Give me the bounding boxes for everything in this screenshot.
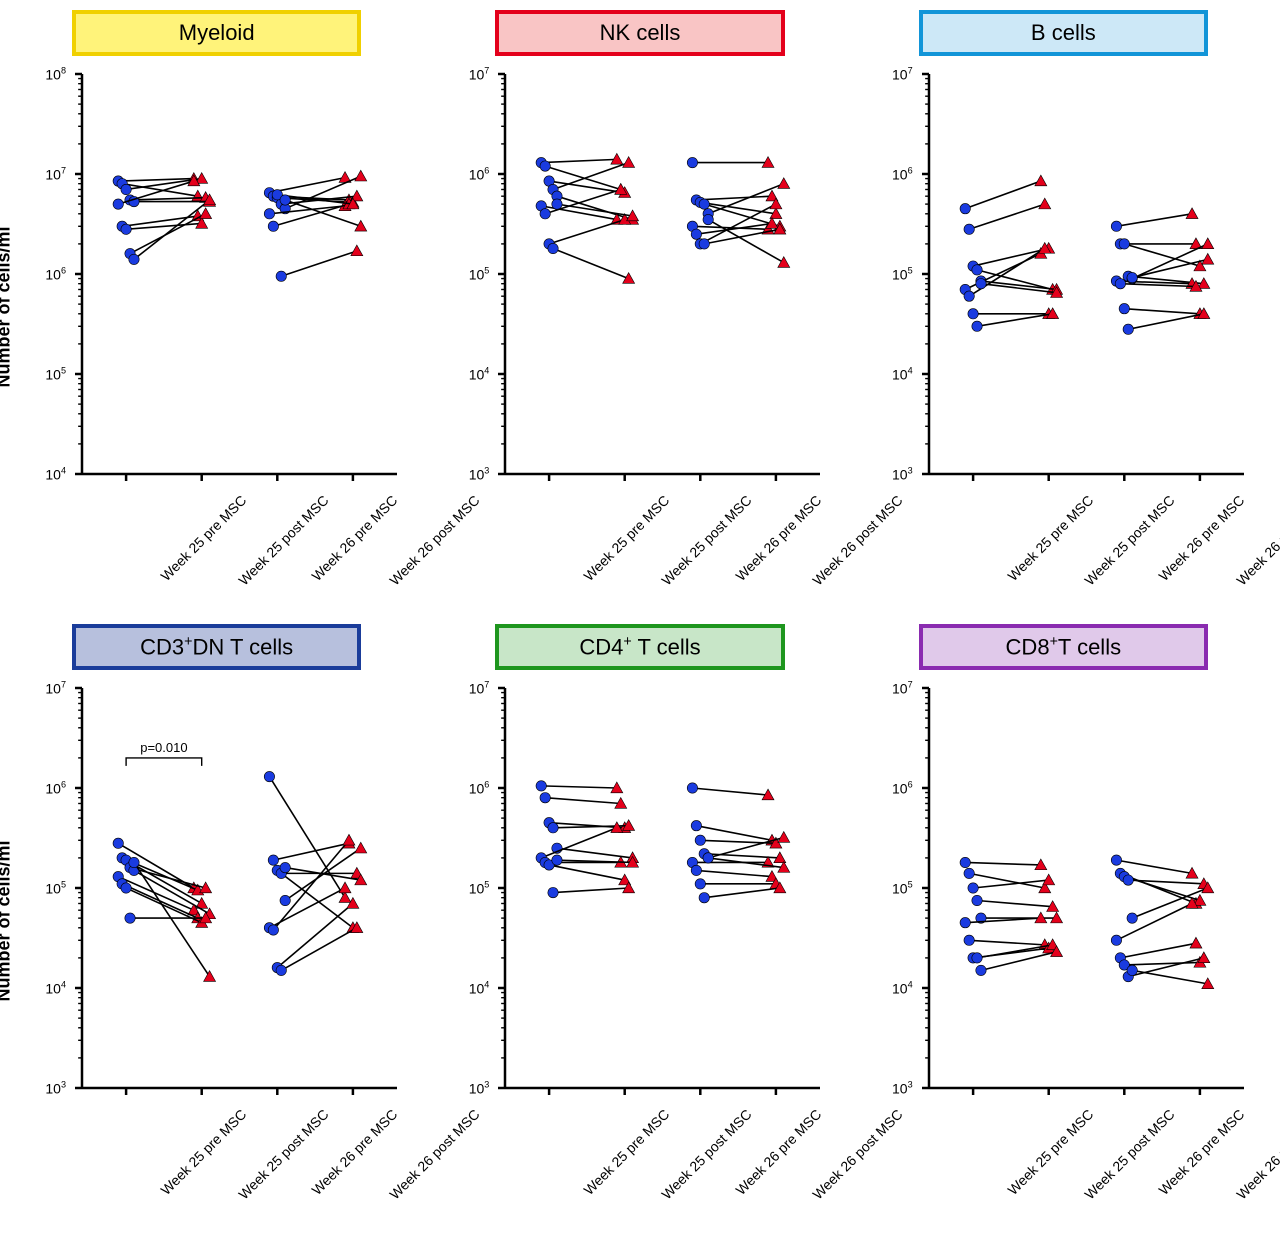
x-tick-label: Week 25 pre MSC [1004, 1106, 1096, 1198]
panel-cd4: CD4+ T cells103104105106107Week 25 pre M… [433, 624, 846, 1218]
panel-title: CD8+T cells [919, 624, 1208, 670]
y-tick-label: 106 [469, 166, 490, 183]
plot-area: 103104105106107 [919, 678, 1270, 1098]
y-tick-label: 104 [469, 980, 490, 997]
y-tick-label: 106 [469, 780, 490, 797]
x-tick-labels: Week 25 pre MSCWeek 25 post MSCWeek 26 p… [919, 484, 1270, 604]
x-tick-label: Week 25 pre MSC [158, 492, 250, 584]
y-tick-label: 105 [892, 266, 913, 283]
x-tick-label: Week 25 pre MSC [581, 1106, 673, 1198]
panel-myeloid: Number of cells/mlMyeloid104105106107108… [10, 10, 423, 604]
y-tick-label: 107 [469, 66, 490, 83]
plot-area: 103104105106107 [495, 64, 846, 484]
y-tick-label: 103 [892, 466, 913, 483]
panel-cd8: CD8+T cells103104105106107Week 25 pre MS… [857, 624, 1270, 1218]
chart-grid: Number of cells/mlMyeloid104105106107108… [10, 10, 1270, 1218]
panel-title: CD4+ T cells [495, 624, 784, 670]
y-tick-label: 107 [892, 680, 913, 697]
y-tick-label: 103 [892, 1080, 913, 1097]
panel-title: Myeloid [72, 10, 361, 56]
y-tick-label: 107 [469, 680, 490, 697]
y-tick-label: 105 [469, 266, 490, 283]
y-tick-label: 106 [45, 266, 66, 283]
panel-cd3dn: Number of cells/mlCD3+DN T cellsp=0.0101… [10, 624, 423, 1218]
x-tick-label: Week 25 pre MSC [581, 492, 673, 584]
y-tick-label: 104 [45, 980, 66, 997]
y-tick-label: 104 [45, 466, 66, 483]
plot-area: p=0.010103104105106107 [72, 678, 423, 1098]
y-tick-label: 105 [45, 880, 66, 897]
y-tick-label: 107 [892, 66, 913, 83]
y-tick-label: 105 [892, 880, 913, 897]
plot-area: 103104105106107 [495, 678, 846, 1098]
y-axis-label: Number of cells/ml [0, 226, 15, 387]
y-tick-label: 106 [892, 780, 913, 797]
y-tick-label: 104 [892, 980, 913, 997]
x-tick-labels: Week 25 pre MSCWeek 25 post MSCWeek 26 p… [72, 1098, 423, 1218]
y-tick-label: 103 [469, 466, 490, 483]
y-tick-label: 108 [45, 66, 66, 83]
y-tick-label: 106 [45, 780, 66, 797]
panel-bcells: B cells103104105106107Week 25 pre MSCWee… [857, 10, 1270, 604]
y-tick-label: 104 [892, 366, 913, 383]
plot-area: 103104105106107 [919, 64, 1270, 484]
y-tick-label: 105 [469, 880, 490, 897]
y-tick-label: 103 [45, 1080, 66, 1097]
y-tick-label: 107 [45, 166, 66, 183]
panel-title: B cells [919, 10, 1208, 56]
svg-text:p=0.010: p=0.010 [140, 740, 187, 755]
y-tick-label: 106 [892, 166, 913, 183]
panel-title: CD3+DN T cells [72, 624, 361, 670]
x-tick-labels: Week 25 pre MSCWeek 25 post MSCWeek 26 p… [919, 1098, 1270, 1218]
panel-nk: NK cells103104105106107Week 25 pre MSCWe… [433, 10, 846, 604]
x-tick-label: Week 25 pre MSC [1004, 492, 1096, 584]
x-tick-label: Week 25 pre MSC [158, 1106, 250, 1198]
x-tick-labels: Week 25 pre MSCWeek 25 post MSCWeek 26 p… [495, 1098, 846, 1218]
x-tick-labels: Week 25 pre MSCWeek 25 post MSCWeek 26 p… [495, 484, 846, 604]
x-tick-labels: Week 25 pre MSCWeek 25 post MSCWeek 26 p… [72, 484, 423, 604]
y-tick-label: 105 [45, 366, 66, 383]
y-axis-label: Number of cells/ml [0, 841, 15, 1002]
panel-title: NK cells [495, 10, 784, 56]
y-tick-label: 104 [469, 366, 490, 383]
y-tick-label: 107 [45, 680, 66, 697]
plot-area: 104105106107108 [72, 64, 423, 484]
y-tick-label: 103 [469, 1080, 490, 1097]
